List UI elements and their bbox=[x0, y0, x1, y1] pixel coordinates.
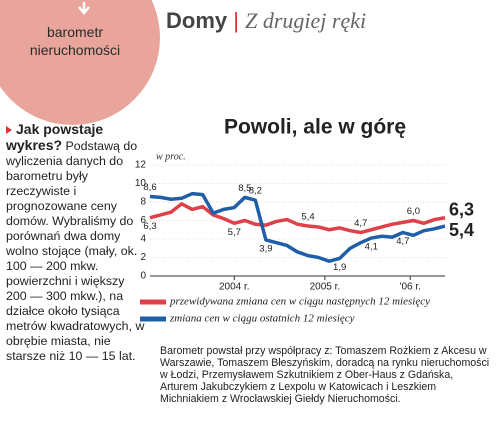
y-tick-label: 6 bbox=[140, 215, 146, 226]
lead: Jak powstaje wykres? bbox=[6, 121, 104, 153]
header: Domy | Z drugiej ręki bbox=[166, 8, 366, 34]
chart: Powoli, ale w górę w proc. 0 2 4 6 8 10 12 2004… bbox=[135, 116, 474, 325]
x-tick-label: 2005 r. bbox=[310, 282, 341, 293]
x-tick-label: 2004 r. bbox=[219, 282, 250, 293]
data-label: 8,5 bbox=[238, 183, 251, 194]
data-label: 6,3 bbox=[449, 199, 474, 219]
legend-label: przewidywana zmiana cen w ciągu następny… bbox=[169, 296, 430, 308]
y-tick-label: 10 bbox=[135, 178, 147, 189]
y-tick-label: 8 bbox=[140, 197, 146, 208]
data-label: 5,4 bbox=[449, 220, 474, 240]
data-label: 3,9 bbox=[259, 243, 272, 254]
subsection: Z drugiej ręki bbox=[245, 8, 367, 33]
separator: | bbox=[233, 8, 239, 33]
y-tick-label: 12 bbox=[135, 160, 147, 171]
badge-text: barometr bbox=[46, 24, 104, 40]
data-label: 4,7 bbox=[396, 236, 409, 247]
section: Domy bbox=[166, 8, 228, 33]
legend-label: zmiana cen w ciągu ostatnich 12 miesięcy bbox=[169, 313, 355, 325]
arrow-icon bbox=[78, 2, 90, 15]
line bbox=[149, 191, 446, 263]
y-label: w proc. bbox=[156, 151, 186, 162]
x-tick-label: '06 r. bbox=[400, 282, 421, 293]
y-tick-label: 0 bbox=[140, 271, 146, 282]
data-label: 6,0 bbox=[407, 206, 420, 217]
data-label: 5,4 bbox=[301, 212, 314, 223]
data-label: 4,1 bbox=[365, 242, 378, 253]
data-label: 1,9 bbox=[333, 262, 346, 273]
data-label: 8,6 bbox=[143, 182, 156, 193]
line bbox=[149, 202, 446, 235]
data-label: 6,3 bbox=[143, 221, 156, 232]
badge-text: nieruchomości bbox=[29, 42, 121, 58]
data-label: 8,2 bbox=[249, 186, 262, 197]
chart-title: Powoli, ale w górę bbox=[224, 116, 406, 139]
footnote: Barometr powstał przy współpracy z: Toma… bbox=[160, 345, 490, 405]
bullet bbox=[6, 126, 12, 134]
data-label: 4,7 bbox=[354, 218, 367, 229]
data-label: 5,7 bbox=[228, 227, 241, 238]
y-tick-label: 4 bbox=[140, 234, 146, 245]
y-tick-label: 2 bbox=[140, 252, 146, 263]
sidebar: Jak powstaje wykres? Podstawą do wylicze… bbox=[6, 122, 146, 364]
body: Podstawą do wyliczenia danych do baromet… bbox=[6, 139, 145, 363]
